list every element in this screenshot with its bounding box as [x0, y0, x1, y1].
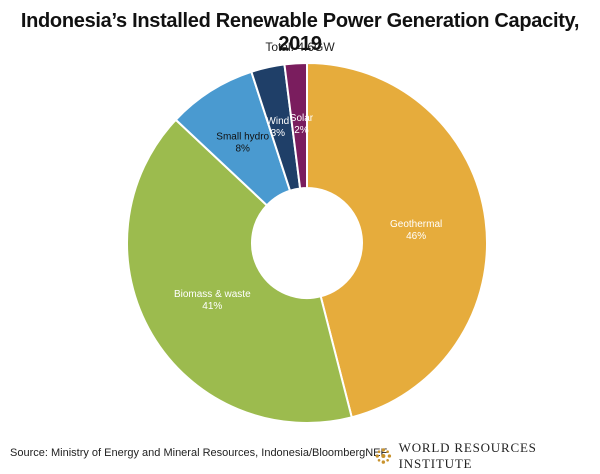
- chart-title: Indonesia’s Installed Renewable Power Ge…: [20, 10, 580, 55]
- slice-label: Solar: [290, 113, 314, 124]
- wri-logo-icon: [375, 448, 392, 464]
- slice-value-label: 2%: [294, 125, 309, 136]
- chart-subtitle: Total: 4.6GW: [265, 40, 335, 54]
- slice-label: Biomass & waste: [174, 289, 251, 300]
- wri-logo: WORLD RESOURCES INSTITUTE: [374, 440, 600, 472]
- slice-solar: [283, 61, 308, 190]
- slice-label: Small hydro: [216, 132, 269, 143]
- slice-biomass-waste: [126, 118, 353, 424]
- slice-value-label: 46%: [406, 231, 426, 242]
- slice-label: Geothermal: [390, 219, 442, 230]
- slice-label: Wind: [266, 116, 289, 127]
- slice-value-label: 41%: [202, 301, 222, 312]
- slice-value-label: 3%: [271, 128, 286, 139]
- slice-value-label: 8%: [235, 144, 250, 155]
- slice-geothermal: [306, 61, 488, 419]
- source-note: Source: Ministry of Energy and Mineral R…: [10, 447, 388, 459]
- wri-logo-text: WORLD RESOURCES INSTITUTE: [398, 440, 537, 471]
